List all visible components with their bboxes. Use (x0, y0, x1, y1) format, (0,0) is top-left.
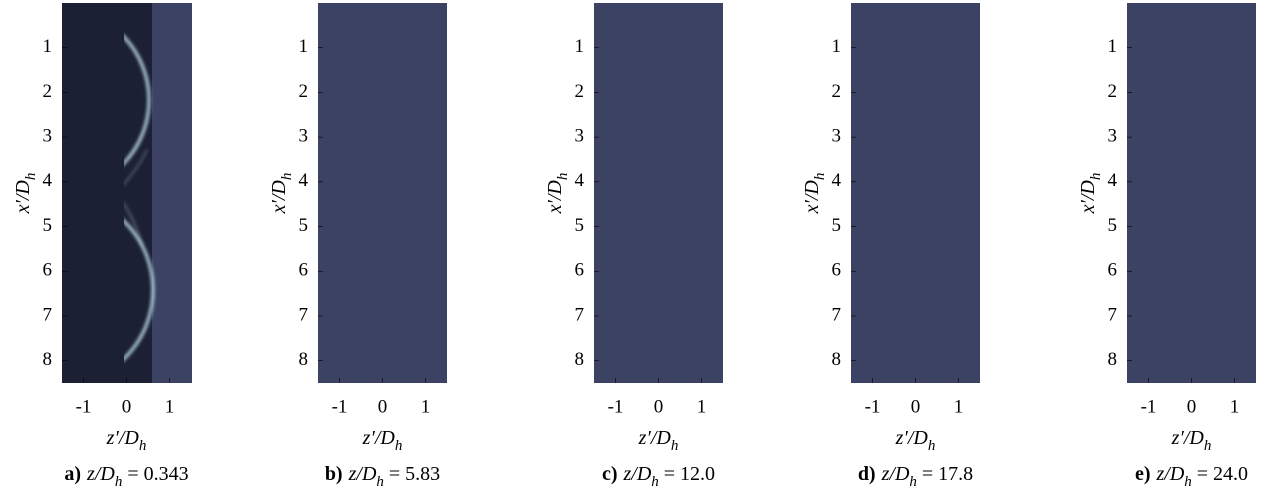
y-tick-label: 3 (43, 125, 53, 146)
x-tick-label: 0 (1187, 396, 1197, 417)
y-tick-label: 5 (43, 215, 53, 236)
y-tick-label: 5 (1108, 215, 1118, 236)
x-tick-label: -1 (1141, 396, 1157, 417)
panel-caption: b) z/Dh = 5.83 (325, 463, 440, 491)
x-axis-label: z′/Dh (895, 427, 936, 455)
y-tick-label: 5 (832, 215, 842, 236)
panel-caption: e) z/Dh = 24.0 (1135, 463, 1248, 491)
x-tick-label: 1 (954, 396, 964, 417)
y-tick-label: 5 (575, 215, 585, 236)
x-tick-label: 1 (1230, 396, 1240, 417)
y-tick-label: 2 (575, 81, 585, 102)
wave-front (124, 219, 155, 361)
panel-label: b) (325, 463, 343, 485)
x-tick-label: 0 (911, 396, 921, 417)
panel-label: a) (64, 463, 81, 485)
x-tick-label: -1 (608, 396, 624, 417)
panel-caption: d) z/Dh = 17.8 (858, 463, 973, 491)
x-tick-label: -1 (865, 396, 881, 417)
x-tick-label: -1 (332, 396, 348, 417)
y-tick-label: 2 (299, 81, 309, 102)
x-axis-label: z′/Dh (638, 427, 679, 455)
y-tick-label: 1 (43, 36, 53, 57)
y-tick-label: 6 (1108, 260, 1118, 281)
x-axis-label: z′/Dh (106, 427, 147, 455)
y-tick-label: 3 (575, 125, 585, 146)
y-tick-label: 4 (575, 170, 585, 191)
y-axis-label: x′/Dh (801, 173, 829, 215)
x-tick-label: 0 (654, 396, 664, 417)
y-tick-label: 7 (43, 304, 53, 325)
y-tick-label: 3 (299, 125, 309, 146)
x-tick-label: 1 (421, 396, 431, 417)
panel: -1 0 1 1 2 3 4 5 6 7 8 z′/Dh x′/Dh b) z/Dh = 5.83 (268, 3, 447, 490)
y-tick-label: 7 (299, 304, 309, 325)
image-background (1127, 3, 1256, 383)
y-axis-label: x′/Dh (1077, 173, 1105, 215)
wave-front (124, 149, 148, 186)
y-tick-label: 4 (1108, 170, 1118, 191)
panel-caption-text: z/Dh = 17.8 (881, 463, 974, 491)
y-tick-label: 4 (43, 170, 53, 191)
y-tick-label: 4 (832, 170, 842, 191)
y-tick-label: 7 (832, 304, 842, 325)
y-tick-label: 3 (1108, 125, 1118, 146)
panel-caption-text: z/Dh = 5.83 (348, 463, 441, 491)
y-tick-label: 6 (43, 260, 53, 281)
y-tick-label: 8 (299, 349, 309, 370)
y-tick-label: 7 (575, 304, 585, 325)
y-tick-label: 1 (575, 36, 585, 57)
x-tick-label: 0 (378, 396, 388, 417)
y-tick-label: 1 (832, 36, 842, 57)
y-tick-label: 8 (1108, 349, 1118, 370)
y-tick-label: 2 (832, 81, 842, 102)
panel-caption-text: z/Dh = 12.0 (622, 463, 715, 491)
wave-front (124, 202, 143, 246)
y-tick-label: 2 (1108, 81, 1118, 102)
panel: -1 0 1 1 2 3 4 5 6 7 8 z′/Dh x′/Dh a) z/Dh = 0.343 (12, 3, 192, 491)
image-background (594, 3, 723, 383)
y-axis-label: x′/Dh (544, 173, 572, 215)
x-tick-label: 0 (122, 396, 132, 417)
x-axis-label: z′/Dh (1171, 427, 1212, 455)
y-tick-label: 6 (832, 260, 842, 281)
x-tick-label: -1 (76, 396, 92, 417)
panel-label: e) (1135, 463, 1151, 485)
y-tick-label: 8 (575, 349, 585, 370)
panel: -1 0 1 1 2 3 4 5 6 7 8 z′/Dh x′/Dh c) z/Dh = 12.0 (544, 3, 723, 490)
y-tick-label: 2 (43, 81, 53, 102)
panel-label: c) (602, 463, 618, 485)
panel-caption: c) z/Dh = 12.0 (602, 463, 715, 491)
y-tick-label: 6 (299, 260, 309, 281)
image-background (851, 3, 980, 383)
y-tick-label: 7 (1108, 304, 1118, 325)
y-tick-label: 1 (1108, 36, 1118, 57)
y-axis-label: x′/Dh (268, 173, 296, 215)
y-axis-label: x′/Dh (12, 173, 40, 215)
y-tick-label: 3 (832, 125, 842, 146)
panel-caption: a) z/Dh = 0.343 (64, 463, 188, 491)
panel-caption-text: z/Dh = 0.343 (86, 463, 189, 491)
x-axis-label: z′/Dh (362, 427, 403, 455)
panel: -1 0 1 1 2 3 4 5 6 7 8 z′/Dh x′/Dh d) z/Dh = 17.8 (801, 3, 980, 490)
y-tick-label: 4 (299, 170, 309, 191)
panel-label: d) (858, 463, 876, 485)
image-background (318, 3, 447, 383)
wave-front (124, 34, 151, 166)
x-tick-label: 1 (165, 396, 175, 417)
y-tick-label: 6 (575, 260, 585, 281)
y-tick-label: 8 (832, 349, 842, 370)
image-haze (152, 3, 192, 383)
x-tick-label: 1 (697, 396, 707, 417)
panel: -1 0 1 1 2 3 4 5 6 7 8 z′/Dh x′/Dh e) z/Dh = 24.0 (1077, 3, 1256, 490)
y-tick-label: 1 (299, 36, 309, 57)
panel-caption-text: z/Dh = 24.0 (1155, 463, 1248, 491)
y-tick-label: 8 (43, 349, 53, 370)
y-tick-label: 5 (299, 215, 309, 236)
image (124, 3, 192, 383)
